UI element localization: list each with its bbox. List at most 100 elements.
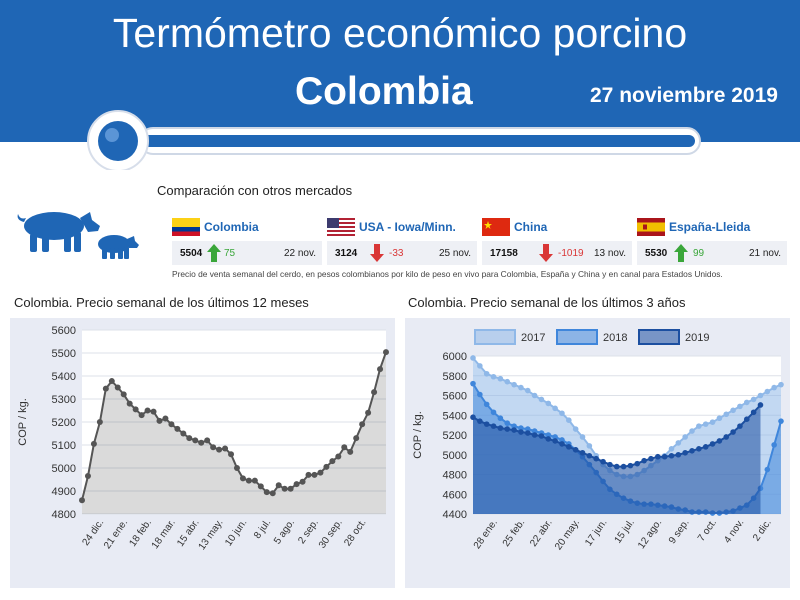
market-price: 17158 — [490, 248, 518, 259]
x-tick-label: 9 sep. — [667, 517, 692, 546]
market-name: China — [514, 220, 548, 234]
data-point — [222, 445, 229, 452]
data-point — [497, 415, 504, 422]
data-point — [108, 378, 115, 385]
data-point — [559, 410, 565, 417]
colombia-flag-icon — [172, 218, 200, 236]
legend-label: 2018 — [603, 332, 627, 344]
x-tick-label: 21 ene. — [102, 517, 130, 551]
data-point — [239, 475, 246, 482]
data-point — [96, 419, 103, 425]
data-point — [538, 396, 545, 403]
chart2-panel: 4400 4600 4800 5000 5200 5400 5600 5800 6000 28 e… — [405, 318, 790, 588]
market-date: 21 nov. — [748, 248, 781, 259]
data-point — [661, 453, 668, 460]
data-point — [511, 381, 517, 388]
data-point — [299, 478, 306, 485]
data-point — [383, 349, 389, 356]
china-flag-icon — [482, 218, 510, 236]
country-title: Colombia — [295, 70, 473, 113]
data-point — [483, 421, 490, 427]
data-point — [144, 407, 151, 414]
data-point — [730, 407, 736, 414]
data-point — [716, 415, 723, 422]
data-point — [696, 423, 702, 429]
data-point — [737, 423, 743, 429]
data-point — [531, 428, 538, 434]
data-point — [174, 425, 181, 432]
x-tick-label: 5 ago. — [272, 517, 297, 546]
report-date: 27 noviembre 2019 — [590, 84, 778, 107]
data-point — [579, 449, 586, 456]
y-tick-label: 5500 — [52, 348, 76, 360]
data-point — [504, 426, 511, 432]
x-tick-label: 20 may. — [553, 517, 582, 552]
data-point — [702, 421, 709, 427]
pigs-icon — [17, 212, 139, 259]
arrow-up-icon — [674, 244, 688, 262]
data-point — [483, 370, 490, 377]
data-point — [233, 465, 240, 471]
data-point — [600, 458, 606, 465]
usa-flag-icon — [327, 218, 355, 236]
data-point — [757, 392, 764, 399]
y-tick-label: 5200 — [443, 430, 467, 442]
data-point — [743, 416, 750, 422]
data-point — [317, 469, 324, 476]
data-point — [572, 426, 579, 432]
data-point — [682, 434, 688, 440]
data-point — [593, 455, 599, 462]
data-point — [531, 392, 538, 399]
data-point — [620, 463, 627, 470]
y-tick-label: 4400 — [443, 509, 467, 521]
market-price: 5530 — [645, 248, 668, 259]
market-china: China 17158 -1019 13 nov. — [482, 216, 632, 265]
data-point — [504, 420, 511, 426]
data-point — [702, 444, 709, 450]
data-point — [335, 453, 342, 460]
data-point — [102, 385, 109, 392]
data-point — [682, 449, 688, 456]
x-tick-label: 8 jul. — [252, 517, 273, 541]
data-point — [586, 452, 593, 459]
data-point — [470, 414, 476, 421]
data-point — [79, 497, 85, 504]
data-point — [559, 437, 565, 443]
data-point — [504, 378, 511, 385]
data-point — [696, 446, 702, 452]
data-point — [341, 444, 348, 451]
comparison-note: Precio de venta semanal del cerdo, en pe… — [172, 269, 723, 279]
data-point — [293, 481, 300, 488]
data-point — [566, 417, 572, 423]
data-point — [490, 423, 497, 429]
data-point — [668, 446, 675, 452]
data-point — [210, 444, 217, 451]
data-point — [490, 373, 497, 380]
market-colombia: Colombia 5504 75 22 nov. — [172, 216, 322, 265]
y-tick-label: 5000 — [443, 450, 467, 462]
data-point — [511, 427, 517, 433]
data-point — [764, 388, 771, 395]
data-point — [531, 432, 538, 438]
data-point — [138, 412, 145, 419]
data-point — [287, 485, 294, 492]
chart1-panel: 4800 4900 5000 5100 5200 5300 5400 5500 5600 24 d… — [10, 318, 395, 588]
y-axis-label: COP / kg. — [412, 411, 424, 458]
y-tick-label: 5100 — [52, 440, 76, 452]
y-tick-label: 4600 — [443, 489, 467, 501]
data-point — [281, 485, 288, 492]
data-point — [586, 443, 593, 449]
market-price: 5504 — [180, 248, 203, 259]
data-point — [251, 477, 258, 484]
market-spain: España-Lleida 5530 99 21 nov. — [637, 216, 787, 265]
y-axis-label: COP / kg. — [17, 398, 29, 445]
data-point — [689, 428, 695, 434]
data-point — [497, 425, 504, 431]
data-point — [216, 446, 223, 453]
data-point — [377, 366, 384, 373]
data-point — [518, 384, 524, 391]
thermometer-icon — [0, 110, 800, 170]
data-point — [552, 438, 558, 444]
y-tick-label: 5600 — [52, 325, 76, 337]
market-name: España-Lleida — [669, 220, 751, 234]
